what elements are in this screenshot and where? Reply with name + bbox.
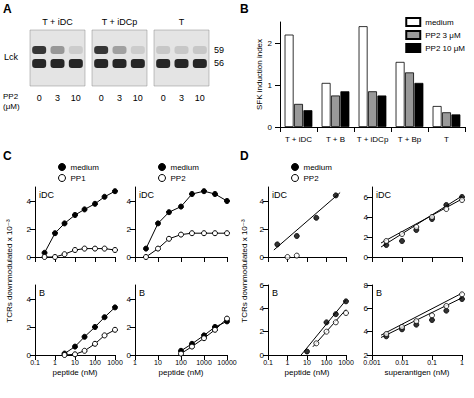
svg-text:peptide (nM): peptide (nM) xyxy=(285,368,330,377)
svg-text:PP1: PP1 xyxy=(71,174,87,183)
svg-text:10000: 10000 xyxy=(217,359,237,366)
svg-text:0: 0 xyxy=(27,253,32,262)
svg-text:2: 2 xyxy=(27,225,32,234)
svg-text:medium: medium xyxy=(304,163,333,172)
svg-text:PP2 3 μM: PP2 3 μM xyxy=(425,31,461,40)
svg-text:Lck: Lck xyxy=(4,52,19,62)
svg-text:4: 4 xyxy=(260,304,265,313)
svg-text:2: 2 xyxy=(127,225,132,234)
svg-text:1000: 1000 xyxy=(338,359,354,366)
svg-text:0.01: 0.01 xyxy=(395,359,409,366)
svg-text:B: B xyxy=(376,288,382,298)
svg-text:(μM): (μM) xyxy=(3,102,20,111)
svg-text:1: 1 xyxy=(133,359,137,366)
svg-text:TCRs downmodulated x 10⁻³: TCRs downmodulated x 10⁻³ xyxy=(240,219,249,323)
svg-text:iDC: iDC xyxy=(376,190,391,200)
svg-text:0: 0 xyxy=(364,253,369,262)
svg-text:B: B xyxy=(39,288,45,298)
svg-text:SFK induction index: SFK induction index xyxy=(255,39,264,110)
svg-text:6: 6 xyxy=(364,193,369,202)
svg-text:PP2 10 μM: PP2 10 μM xyxy=(425,44,465,53)
svg-text:iDC: iDC xyxy=(139,190,154,200)
svg-text:1: 1 xyxy=(286,359,290,366)
svg-text:6: 6 xyxy=(364,304,369,313)
svg-text:medium: medium xyxy=(71,163,100,172)
svg-text:T + Bp: T + Bp xyxy=(398,135,422,144)
svg-text:4: 4 xyxy=(364,213,369,222)
svg-text:2: 2 xyxy=(127,323,132,332)
svg-text:A: A xyxy=(3,2,12,16)
svg-text:2: 2 xyxy=(268,39,273,48)
svg-text:B: B xyxy=(240,2,249,16)
svg-text:1: 1 xyxy=(268,81,273,90)
svg-text:4: 4 xyxy=(260,197,265,206)
svg-text:1: 1 xyxy=(53,359,57,366)
svg-text:0: 0 xyxy=(161,93,166,103)
svg-text:2: 2 xyxy=(27,323,32,332)
svg-text:6: 6 xyxy=(260,281,265,290)
svg-text:10: 10 xyxy=(303,359,311,366)
svg-text:2: 2 xyxy=(260,327,265,336)
svg-text:0.1: 0.1 xyxy=(30,359,40,366)
svg-text:100: 100 xyxy=(321,359,333,366)
svg-text:3: 3 xyxy=(55,93,60,103)
svg-text:3: 3 xyxy=(179,93,184,103)
svg-text:10: 10 xyxy=(195,93,205,103)
svg-text:8: 8 xyxy=(364,281,369,290)
svg-text:1: 1 xyxy=(460,359,464,366)
svg-text:D: D xyxy=(240,149,249,163)
svg-text:T + iDCp: T + iDCp xyxy=(357,135,389,144)
svg-text:B: B xyxy=(139,288,145,298)
svg-text:0: 0 xyxy=(268,123,273,132)
svg-text:iDC: iDC xyxy=(272,190,287,200)
svg-text:B: B xyxy=(272,288,278,298)
svg-text:T + iDC: T + iDC xyxy=(42,17,73,27)
svg-text:0: 0 xyxy=(259,350,264,360)
svg-text:4: 4 xyxy=(27,197,32,206)
svg-text:0.001: 0.001 xyxy=(363,359,381,366)
svg-text:56: 56 xyxy=(214,58,224,68)
svg-text:PP2: PP2 xyxy=(3,92,19,101)
svg-text:2: 2 xyxy=(363,350,368,360)
svg-text:C: C xyxy=(3,149,12,163)
svg-text:0.1: 0.1 xyxy=(427,359,437,366)
svg-text:0: 0 xyxy=(127,253,132,262)
svg-text:0: 0 xyxy=(127,351,132,360)
svg-text:10: 10 xyxy=(133,93,143,103)
svg-text:iDC: iDC xyxy=(39,190,54,200)
svg-text:2: 2 xyxy=(260,225,265,234)
svg-text:peptide (nM): peptide (nM) xyxy=(53,368,98,377)
svg-text:0: 0 xyxy=(99,93,104,103)
svg-text:0: 0 xyxy=(26,350,31,360)
svg-text:10: 10 xyxy=(71,359,79,366)
svg-text:T: T xyxy=(179,17,185,27)
svg-text:4: 4 xyxy=(27,295,32,304)
svg-text:T + iDCp: T + iDCp xyxy=(102,17,138,27)
svg-text:PP2: PP2 xyxy=(171,174,187,183)
svg-text:PP2: PP2 xyxy=(304,174,320,183)
svg-text:0.1: 0.1 xyxy=(263,359,273,366)
svg-text:0: 0 xyxy=(37,93,42,103)
svg-text:1000: 1000 xyxy=(196,359,212,366)
svg-text:TCRs downmodulated x 10⁻³: TCRs downmodulated x 10⁻³ xyxy=(5,219,14,323)
svg-text:59: 59 xyxy=(214,45,224,55)
svg-text:1000: 1000 xyxy=(107,359,123,366)
svg-text:4: 4 xyxy=(127,295,132,304)
svg-text:10: 10 xyxy=(71,93,81,103)
svg-text:T + iDC: T + iDC xyxy=(285,135,312,144)
svg-text:100: 100 xyxy=(89,359,101,366)
svg-text:4: 4 xyxy=(127,197,132,206)
svg-text:0: 0 xyxy=(260,253,265,262)
svg-text:superantigen (nM): superantigen (nM) xyxy=(385,368,450,377)
svg-text:3: 3 xyxy=(117,93,122,103)
svg-text:10: 10 xyxy=(154,359,162,366)
svg-text:T + B: T + B xyxy=(326,135,345,144)
svg-text:medium: medium xyxy=(171,163,200,172)
svg-text:4: 4 xyxy=(364,327,369,336)
svg-text:100: 100 xyxy=(175,359,187,366)
svg-text:peptide (nM): peptide (nM) xyxy=(159,368,204,377)
svg-text:medium: medium xyxy=(425,18,454,27)
svg-text:2: 2 xyxy=(364,233,369,242)
svg-text:T: T xyxy=(444,135,449,144)
